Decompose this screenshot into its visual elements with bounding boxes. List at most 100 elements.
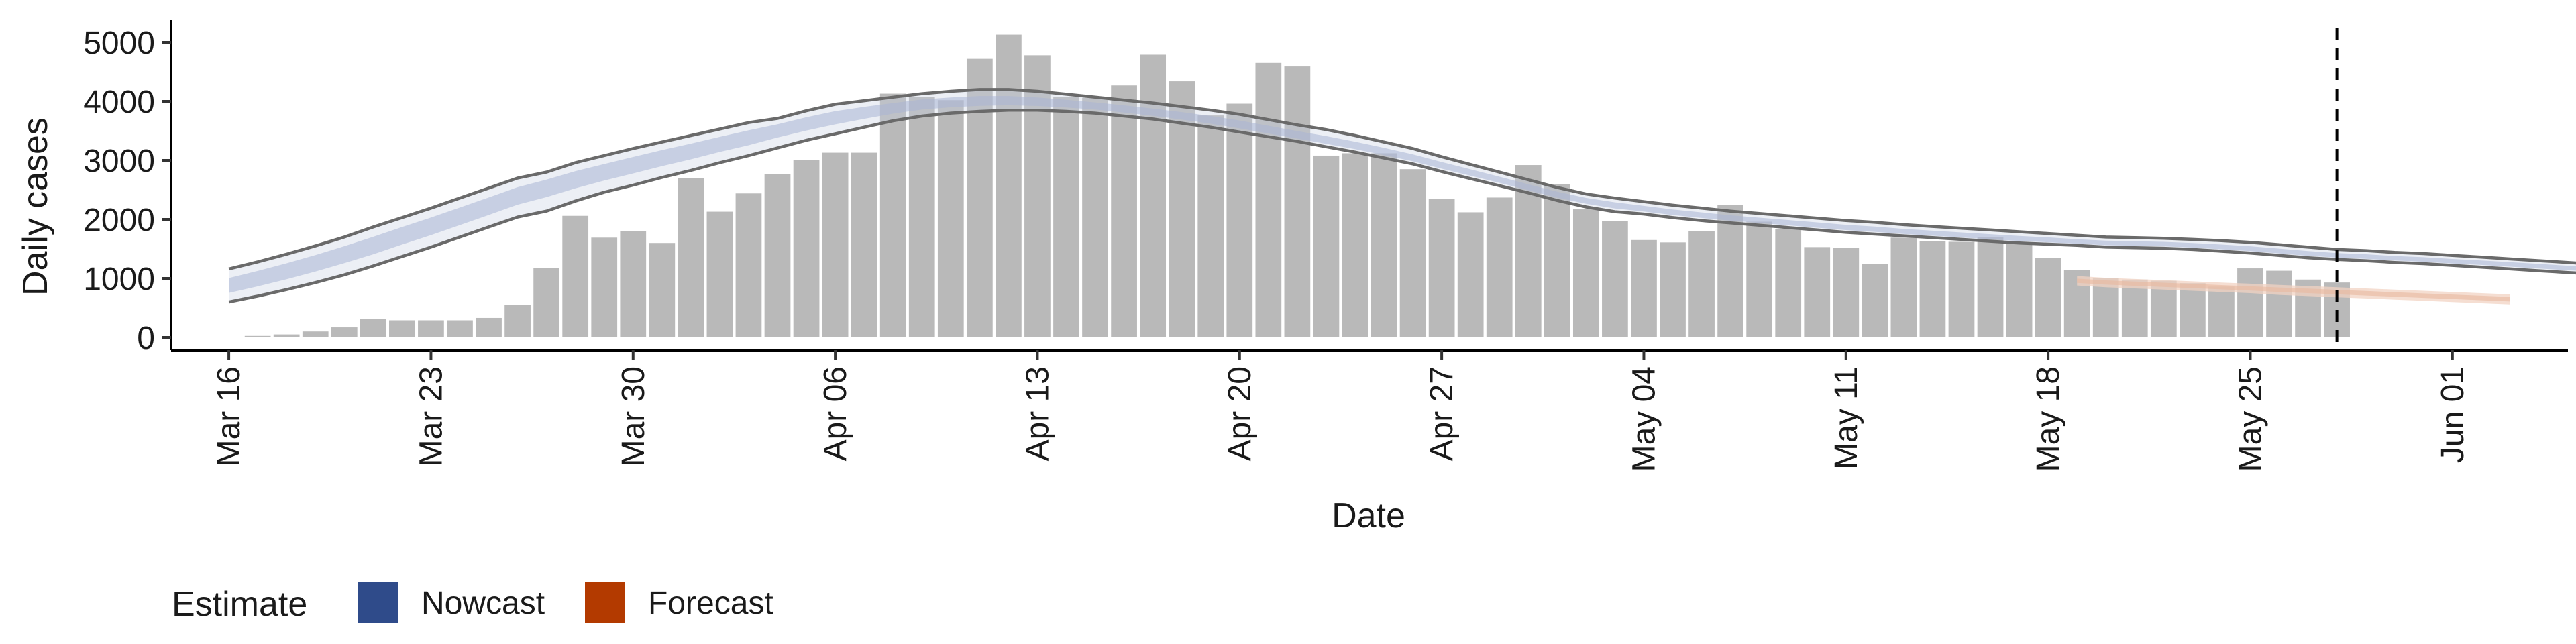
- y-tick-label: 5000: [83, 25, 155, 61]
- data-bar: [1862, 264, 1888, 337]
- data-bar: [1342, 153, 1368, 337]
- data-bar: [1197, 115, 1224, 337]
- forecast-band-layer: [2077, 276, 2510, 305]
- x-tick-label: Mar 30: [616, 366, 651, 466]
- data-bar: [476, 317, 502, 337]
- data-bar: [1717, 205, 1743, 337]
- data-bar: [1890, 237, 1917, 337]
- x-tick-label: May 18: [2031, 366, 2066, 472]
- nowcast-band-layer: [228, 88, 2576, 304]
- data-bar: [822, 152, 849, 337]
- data-bar: [1428, 199, 1455, 337]
- data-bar: [533, 268, 559, 337]
- x-tick-label: Mar 23: [413, 366, 449, 466]
- data-bar: [620, 231, 647, 337]
- x-tick-label: Apr 13: [1020, 366, 1055, 461]
- y-tick-label: 1000: [83, 262, 155, 297]
- x-tick-label: May 04: [1627, 366, 1662, 472]
- legend-label-forecast: Forecast: [648, 586, 773, 621]
- legend-title: Estimate: [172, 585, 307, 624]
- data-bar: [2121, 279, 2148, 337]
- data-bar: [1948, 241, 1975, 337]
- data-bar: [1775, 229, 1802, 337]
- data-bar: [1631, 239, 1657, 337]
- data-bar: [2208, 286, 2235, 337]
- data-bar: [908, 97, 935, 337]
- x-tick-label: May 11: [1829, 366, 1864, 470]
- data-bar: [879, 93, 906, 337]
- data-bar: [562, 215, 589, 337]
- data-bar: [504, 305, 531, 337]
- data-bar: [1544, 184, 1570, 337]
- data-bar: [649, 243, 676, 337]
- x-tick-label: Apr 27: [1424, 366, 1460, 461]
- y-axis-title: Daily cases: [16, 117, 55, 296]
- x-tick-label: May 25: [2233, 366, 2269, 472]
- legend: Estimate Nowcast Forecast: [172, 582, 773, 624]
- data-bar: [2180, 283, 2206, 337]
- data-bar: [1111, 85, 1137, 338]
- data-bar: [1226, 103, 1253, 337]
- data-bar: [1399, 169, 1426, 337]
- x-tick-label: Mar 16: [211, 366, 247, 466]
- data-bar: [418, 320, 444, 337]
- data-bar: [244, 335, 271, 337]
- y-tick-label: 4000: [83, 85, 155, 120]
- x-axis-title: Date: [1332, 496, 1405, 535]
- data-bar: [1053, 96, 1079, 337]
- data-bar: [996, 34, 1022, 338]
- x-tick-label: Jun 01: [2435, 366, 2471, 463]
- legend-key-forecast: [585, 582, 625, 623]
- y-tick-label: 2000: [83, 203, 155, 238]
- x-tick-label: Apr 06: [818, 366, 853, 461]
- data-bar: [591, 237, 618, 337]
- data-bar: [1255, 62, 1282, 338]
- x-axis: Mar 16 Mar 23 Mar 30 Apr 06 Apr 13 Apr 20 Apr …: [171, 349, 2568, 472]
- x-tick-label: Apr 20: [1222, 366, 1258, 461]
- nowcast-lower-line: [228, 108, 2576, 304]
- data-bar: [273, 334, 300, 337]
- data-bar: [1833, 248, 1860, 337]
- data-bar: [1371, 153, 1397, 337]
- data-bar: [331, 327, 358, 337]
- data-bar: [302, 331, 329, 337]
- data-bar: [447, 320, 473, 337]
- data-bar: [1140, 54, 1167, 337]
- data-bar: [793, 160, 820, 337]
- data-bar: [1660, 242, 1686, 337]
- data-bar: [1746, 221, 1773, 337]
- forecast-band-inner: [2077, 278, 2510, 302]
- data-bar: [937, 100, 964, 338]
- bars-layer: [215, 34, 2350, 338]
- data-bar: [1486, 197, 1513, 337]
- data-bar: [360, 319, 386, 337]
- data-bar: [1804, 247, 1831, 337]
- data-bar: [1082, 97, 1108, 337]
- data-bar: [1602, 221, 1628, 337]
- data-bar: [2266, 270, 2292, 337]
- data-bar: [2237, 268, 2263, 337]
- data-bar: [1313, 155, 1340, 337]
- data-bar: [735, 193, 762, 337]
- data-bar: [851, 152, 877, 337]
- data-bar: [1919, 241, 1946, 337]
- data-bar: [764, 174, 791, 337]
- legend-label-nowcast: Nowcast: [421, 586, 545, 621]
- y-tick-label: 3000: [83, 144, 155, 179]
- data-bar: [1688, 231, 1715, 337]
- data-bar: [2150, 280, 2177, 337]
- y-tick-label: 0: [137, 321, 155, 356]
- data-bar: [678, 178, 704, 337]
- data-bar: [706, 211, 733, 337]
- data-bar: [2092, 278, 2119, 337]
- data-bar: [1572, 209, 1599, 337]
- legend-key-nowcast: [358, 582, 398, 623]
- data-bar: [1284, 66, 1311, 337]
- data-bar: [1457, 212, 1484, 337]
- nowcast-upper-line: [228, 88, 2576, 271]
- data-bar: [1977, 237, 2004, 337]
- y-axis: 0 1000 2000 3000 4000 5000: [83, 20, 172, 356]
- data-bar: [2006, 244, 2033, 337]
- data-bar: [2035, 258, 2061, 337]
